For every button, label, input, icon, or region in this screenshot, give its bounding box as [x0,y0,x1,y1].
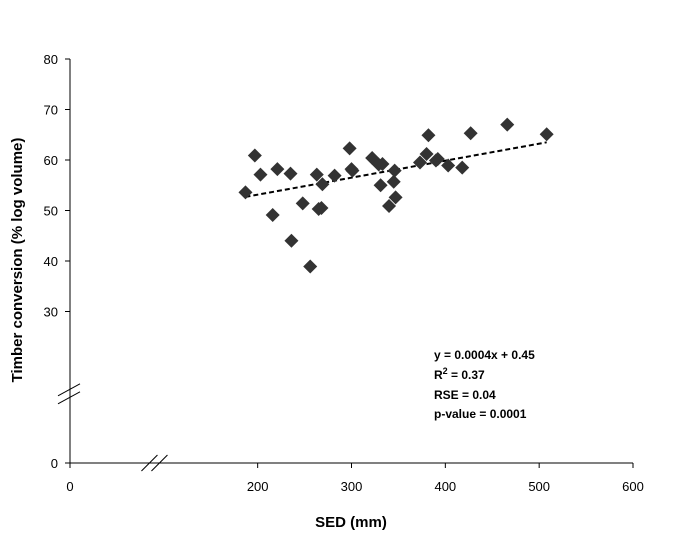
y-tick-label-70: 70 [44,103,58,118]
x-tick-label-0: 0 [66,479,73,494]
regression-stats: y = 0.0004x + 0.45 R2 = 0.37 RSE = 0.04 … [434,348,535,421]
data-point-20 [375,157,390,172]
stat-r-squared-sup: 2 [443,366,448,376]
data-point-16 [345,163,360,178]
data-point-22 [386,174,401,189]
x-tick-label-600: 600 [622,479,644,494]
data-point-14 [342,141,357,156]
data-point-2 [253,167,268,182]
x-tick-label-200: 200 [247,479,269,494]
y-tick-label-0: 0 [51,456,58,471]
data-points [238,117,554,274]
data-point-21 [382,198,397,213]
data-point-11 [314,200,329,215]
data-point-27 [421,128,436,143]
x-axis-break-mark-0 [141,454,158,472]
y-tick-label-80: 80 [44,52,58,67]
data-point-12 [315,177,330,192]
axis-breaks [57,383,168,472]
data-point-4 [270,162,285,177]
x-tick-label-400: 400 [434,479,456,494]
data-point-9 [309,167,324,182]
y-axis-break-mark-0 [57,383,81,397]
y-axis-break-mark-1 [57,391,81,405]
stat-equation: y = 0.0004x + 0.45 [434,348,535,362]
y-axis-title: Timber conversion (% log volume) [9,138,26,383]
data-point-23 [387,163,402,178]
data-point-8 [303,259,318,274]
data-point-26 [419,146,434,161]
data-point-0 [238,185,253,200]
data-point-31 [455,160,470,175]
stat-r-squared: R2 = 0.37 [434,366,485,382]
data-point-34 [539,127,554,142]
data-point-13 [327,168,342,183]
data-point-32 [463,126,478,141]
x-tick-label-300: 300 [341,479,363,494]
x-axis-title: SED (mm) [315,514,387,531]
data-point-30 [441,158,456,173]
stat-r-squared-value: = 0.37 [448,368,485,382]
x-tick-label-500: 500 [528,479,550,494]
data-point-3 [265,208,280,223]
tick-labels: 0 30 40 50 60 70 80 0 200 300 400 500 600 [44,52,644,494]
y-tick-label-60: 60 [44,153,58,168]
stat-p-value: p-value = 0.0001 [434,407,527,421]
data-point-7 [295,196,310,211]
y-tick-label-50: 50 [44,204,58,219]
data-point-19 [373,178,388,193]
data-point-5 [283,166,298,181]
data-point-6 [284,233,299,248]
y-tick-label-40: 40 [44,254,58,269]
data-point-1 [247,148,262,163]
tick-marks [65,58,634,468]
data-point-33 [500,117,515,132]
stat-rse: RSE = 0.04 [434,388,496,402]
y-tick-label-30: 30 [44,305,58,320]
axes [69,59,633,464]
data-point-29 [430,151,445,166]
x-axis-break-mark-1 [151,454,168,472]
data-point-25 [412,155,427,170]
data-point-24 [388,190,403,205]
stat-r-squared-r: R [434,368,443,382]
